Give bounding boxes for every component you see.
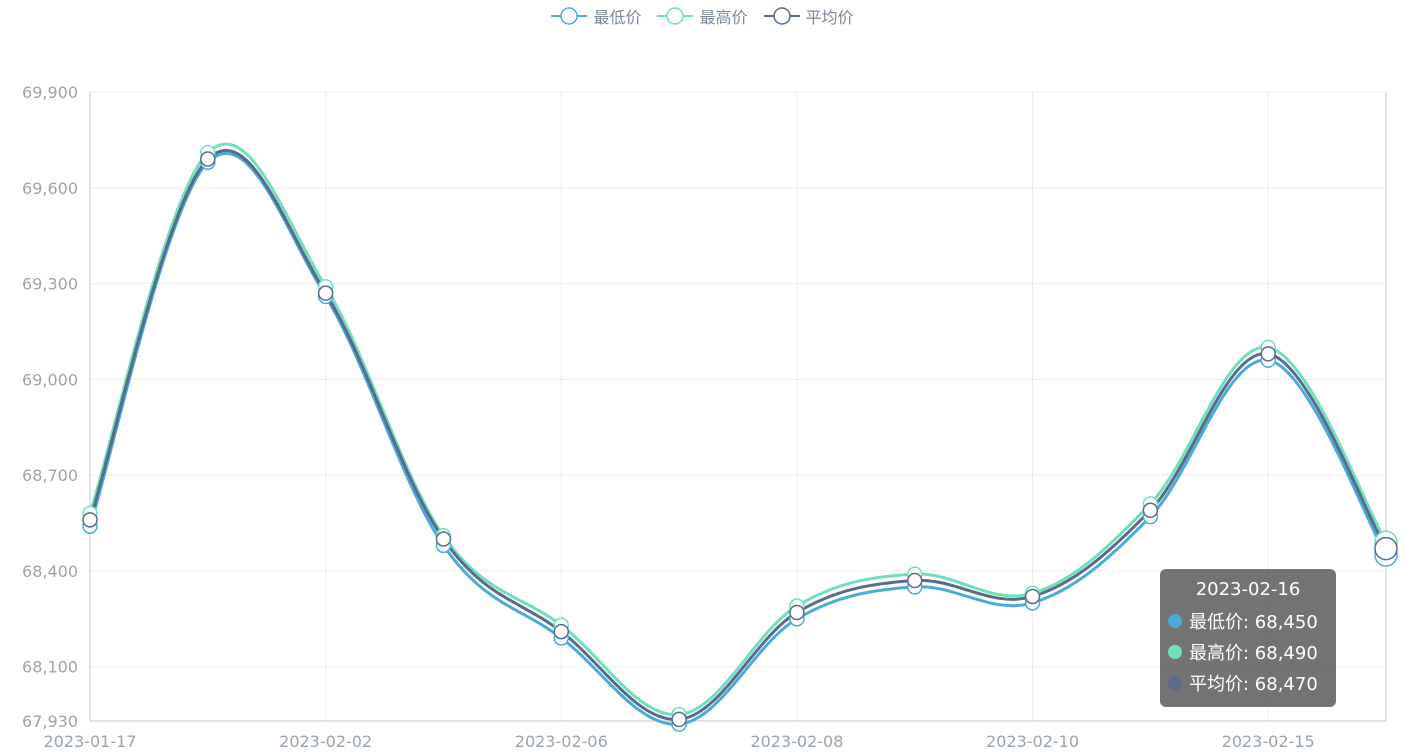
- y-tick-label: 69,000: [22, 370, 78, 389]
- data-point: [82, 512, 98, 528]
- legend-label: 平均价: [805, 8, 854, 27]
- legend-item-high[interactable]: 最高价: [657, 4, 748, 28]
- tooltip-row-high: 最高价: 68,490: [1168, 636, 1336, 667]
- data-point: [671, 711, 687, 728]
- y-tick-label: 69,900: [22, 83, 78, 102]
- data-point: [1142, 502, 1159, 519]
- legend-line-circle-icon: [657, 7, 694, 25]
- tooltip-title: 2023-02-16: [1195, 579, 1301, 600]
- tooltip-row-low: 最低价: 68,450: [1168, 605, 1336, 636]
- data-point: [1260, 346, 1276, 362]
- legend-line-circle-icon: [763, 7, 800, 25]
- tooltip-value: 最高价: 68,490: [1189, 642, 1318, 664]
- legend-label: 最高价: [699, 8, 748, 27]
- series-dot-icon: [1168, 675, 1182, 690]
- tooltip-row-average: 平均价: 68,470: [1168, 667, 1336, 698]
- legend-item-low[interactable]: 最低价: [551, 4, 641, 28]
- data-point: [200, 151, 216, 167]
- tooltip-value: 平均价: 68,470: [1189, 673, 1318, 695]
- data-point: [1374, 536, 1398, 561]
- x-tick-label: 2023-02-10: [986, 732, 1079, 751]
- series-line: [88, 152, 1388, 726]
- series-dot-icon: [1168, 613, 1182, 628]
- data-point: [906, 572, 923, 589]
- legend-item-average[interactable]: 平均价: [763, 4, 854, 28]
- data-point: [553, 623, 570, 640]
- x-tick-label: 2023-02-02: [279, 732, 372, 751]
- x-tick-label: 2023-02-06: [515, 732, 608, 751]
- x-tick-label: 2023-02-08: [750, 732, 843, 751]
- data-point: [1024, 588, 1041, 605]
- legend-label: 最低价: [593, 8, 642, 27]
- data-point: [435, 531, 452, 547]
- tooltip-value: 最低价: 68,450: [1189, 611, 1318, 633]
- series-line: [88, 142, 1388, 717]
- y-tick-label: 69,600: [22, 179, 78, 198]
- series-dot-icon: [1168, 644, 1182, 659]
- y-tick-label: 68,400: [22, 562, 78, 581]
- y-tick-label: 67,930: [22, 712, 78, 731]
- chart-tooltip: 2023-02-16 最低价: 68,450 最高价: 68,490 平均价: …: [1160, 569, 1336, 707]
- y-tick-label: 68,100: [22, 658, 78, 677]
- series-line: [88, 149, 1388, 721]
- x-tick-label: 2023-02-15: [1222, 732, 1315, 751]
- y-tick-label: 69,300: [22, 275, 78, 294]
- legend-line-circle-icon: [551, 7, 588, 25]
- x-tick-label: 2023-01-17: [44, 732, 137, 751]
- chart-legend: 最低价 最高价 平均价: [0, 4, 1405, 28]
- data-point: [789, 604, 805, 621]
- y-tick-label: 68,700: [22, 466, 78, 485]
- data-point: [317, 285, 334, 301]
